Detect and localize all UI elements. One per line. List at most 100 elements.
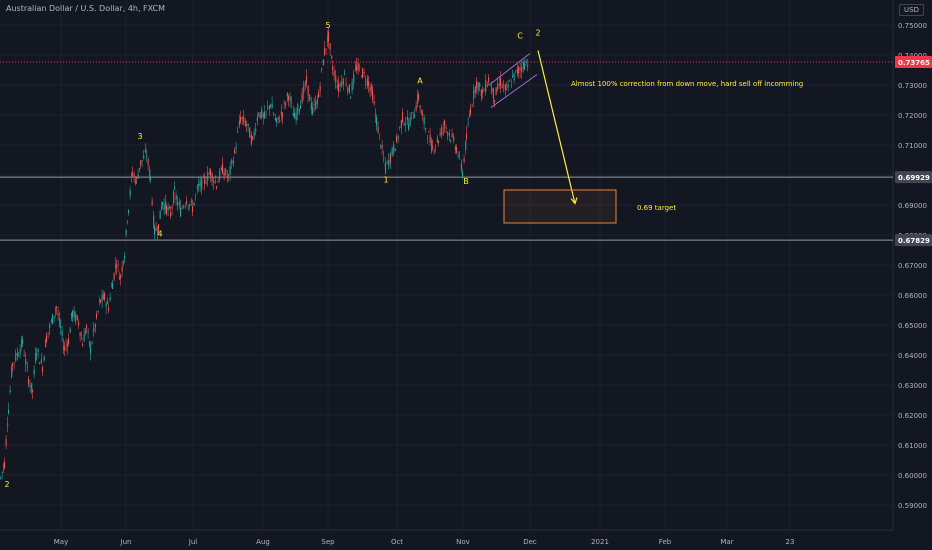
candle-body [50, 319, 52, 321]
candle-body [325, 48, 327, 50]
candle-body [279, 120, 281, 122]
candle-body [163, 203, 165, 211]
symbol-title: Australian Dollar / U.S. Dollar, 4h, FXC… [6, 4, 166, 13]
candle-body [509, 81, 511, 82]
candle-body [235, 146, 237, 149]
candle-body [21, 339, 23, 347]
candle-body [184, 205, 186, 206]
target-annotation: 0.69 target [637, 204, 676, 212]
currency-button[interactable]: USD [899, 4, 924, 16]
candle-body [246, 124, 248, 126]
candle-body [400, 120, 402, 128]
candle-body [216, 186, 218, 189]
candle-body [61, 330, 63, 336]
candle-body [23, 355, 25, 357]
candle-body [386, 161, 388, 163]
candle-body [155, 227, 157, 231]
candle-body [524, 63, 526, 70]
candle-body [208, 173, 210, 175]
candle-body [372, 90, 374, 100]
projection-arrowhead [570, 197, 578, 205]
candle-body [161, 206, 163, 211]
candle-body [506, 86, 508, 87]
candle-body [411, 111, 413, 114]
candle-body [321, 68, 323, 70]
candle-body [405, 123, 407, 125]
candle-body [108, 307, 110, 312]
candle-body [69, 328, 71, 333]
candle-body [151, 201, 153, 205]
candle-body [476, 80, 478, 88]
candle-body [338, 83, 340, 92]
candle-body [11, 367, 13, 377]
candle-body [310, 102, 312, 110]
candle-body [120, 275, 122, 279]
candle-body [177, 201, 179, 206]
candle-body [131, 174, 133, 178]
candle-body [28, 378, 30, 385]
candle-body [32, 389, 34, 392]
candle-body [521, 67, 523, 72]
candle-body [451, 134, 453, 137]
candle-body [166, 205, 168, 214]
candle-body [33, 369, 35, 375]
candle-body [217, 181, 219, 183]
candle-body [258, 115, 260, 116]
candle-body [477, 82, 479, 91]
candle-body [210, 169, 212, 177]
candle-body [433, 150, 435, 152]
candle-body [219, 170, 221, 180]
candle-body [101, 294, 103, 302]
candle-body [150, 176, 152, 180]
candle-body [167, 207, 169, 211]
candle-body [52, 314, 54, 325]
candle-body [53, 316, 55, 318]
candle-body [192, 206, 194, 213]
candle-body [47, 332, 49, 334]
candle-body [3, 464, 5, 468]
candle-body [149, 169, 151, 178]
candle-body [500, 78, 502, 87]
y-tick-label: 0.62000 [898, 412, 927, 420]
candle-body [402, 112, 404, 123]
candle-body [226, 176, 228, 178]
y-tick-label: 0.71000 [898, 142, 927, 150]
candle-body [174, 187, 176, 190]
candle-body [431, 140, 433, 152]
candle-body [274, 117, 276, 121]
candle-body [457, 155, 459, 157]
candle-body [295, 113, 297, 120]
candle-body [504, 84, 506, 91]
candle-body [373, 101, 375, 105]
candle-body [280, 111, 282, 115]
candle-body [498, 84, 500, 86]
candle-body [63, 345, 65, 350]
candle-body [388, 160, 390, 167]
candle-body [366, 78, 368, 87]
candle-body [45, 339, 47, 348]
candle-body [403, 123, 405, 125]
candle-body [26, 366, 28, 368]
candle-body [491, 87, 493, 92]
candle-body [222, 163, 224, 175]
candle-body [348, 84, 350, 93]
x-tick-label: Sep [321, 538, 335, 546]
candle-body [294, 112, 296, 119]
y-tick-label: 0.74000 [898, 52, 927, 60]
candle-body [470, 108, 472, 114]
candle-body [190, 200, 192, 203]
candle-body [241, 117, 243, 120]
candle-body [303, 86, 305, 94]
candle-body [316, 99, 318, 105]
candle-body [301, 92, 303, 103]
wave-label: C [517, 32, 523, 41]
candle-body [186, 200, 188, 204]
candle-body [78, 322, 80, 325]
candle-body [417, 94, 419, 104]
candle-body [154, 226, 156, 236]
candle-body [469, 114, 471, 117]
candle-body [31, 383, 33, 392]
candle-body [518, 66, 520, 73]
